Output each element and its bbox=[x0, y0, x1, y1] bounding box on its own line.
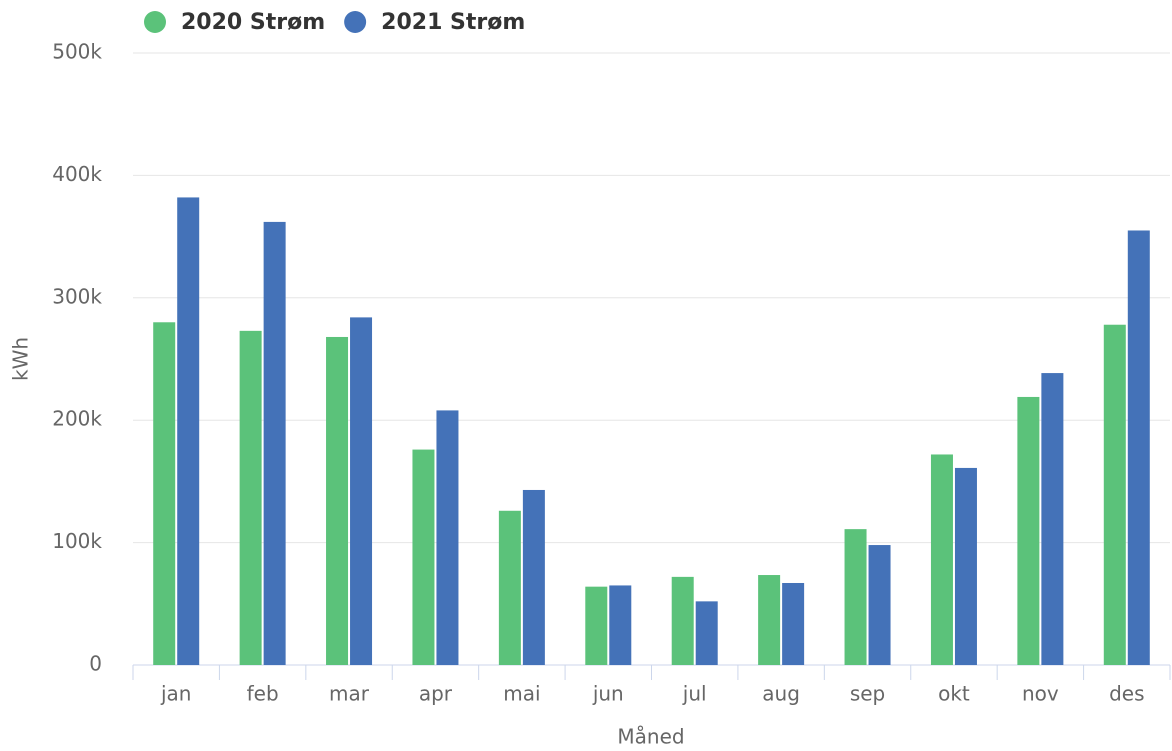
bar bbox=[1017, 396, 1040, 665]
bar bbox=[153, 322, 176, 665]
y-tick-label: 500k bbox=[52, 40, 102, 64]
bar bbox=[1127, 230, 1150, 666]
legend-text: 2021 Strøm bbox=[381, 10, 525, 35]
bar bbox=[609, 585, 632, 665]
x-tick-label: sep bbox=[850, 682, 885, 706]
bar bbox=[868, 545, 891, 665]
bar bbox=[1041, 373, 1064, 665]
bar bbox=[782, 582, 805, 665]
bar bbox=[239, 330, 262, 665]
bar bbox=[1103, 324, 1126, 665]
bar bbox=[585, 586, 608, 665]
bar bbox=[930, 454, 953, 665]
x-tick-label: feb bbox=[247, 682, 279, 706]
y-tick-label: 200k bbox=[52, 407, 102, 431]
bar bbox=[844, 529, 867, 665]
bar bbox=[412, 449, 435, 665]
y-tick-label: 300k bbox=[52, 284, 102, 308]
bar bbox=[436, 410, 459, 665]
bar bbox=[954, 467, 977, 665]
x-tick-label: jul bbox=[682, 682, 707, 706]
x-tick-label: mar bbox=[329, 682, 370, 706]
x-tick-label: apr bbox=[419, 682, 453, 706]
x-tick-label: jan bbox=[160, 682, 192, 706]
bar bbox=[498, 510, 521, 665]
bar bbox=[326, 336, 349, 665]
y-tick-label: 100k bbox=[52, 529, 102, 553]
legend-text: 2020 Strøm bbox=[181, 10, 325, 35]
legend-marker bbox=[344, 11, 367, 33]
legend-marker bbox=[144, 11, 166, 33]
x-tick-label: mai bbox=[503, 682, 540, 706]
bar bbox=[758, 575, 781, 665]
x-tick-label: aug bbox=[762, 682, 800, 706]
y-axis-title: kWh bbox=[9, 337, 33, 381]
x-tick-label: okt bbox=[938, 682, 970, 706]
bar bbox=[177, 197, 200, 665]
bar bbox=[695, 601, 718, 665]
bar bbox=[671, 576, 694, 665]
y-tick-label: 0 bbox=[89, 652, 102, 676]
y-tick-label: 400k bbox=[52, 162, 102, 186]
x-axis-title: Måned bbox=[617, 725, 684, 749]
bar bbox=[350, 317, 373, 665]
x-tick-label: nov bbox=[1022, 682, 1059, 706]
x-tick-label: des bbox=[1109, 682, 1144, 706]
x-tick-label: jun bbox=[592, 682, 624, 706]
bar bbox=[263, 221, 286, 666]
bar bbox=[522, 489, 545, 665]
